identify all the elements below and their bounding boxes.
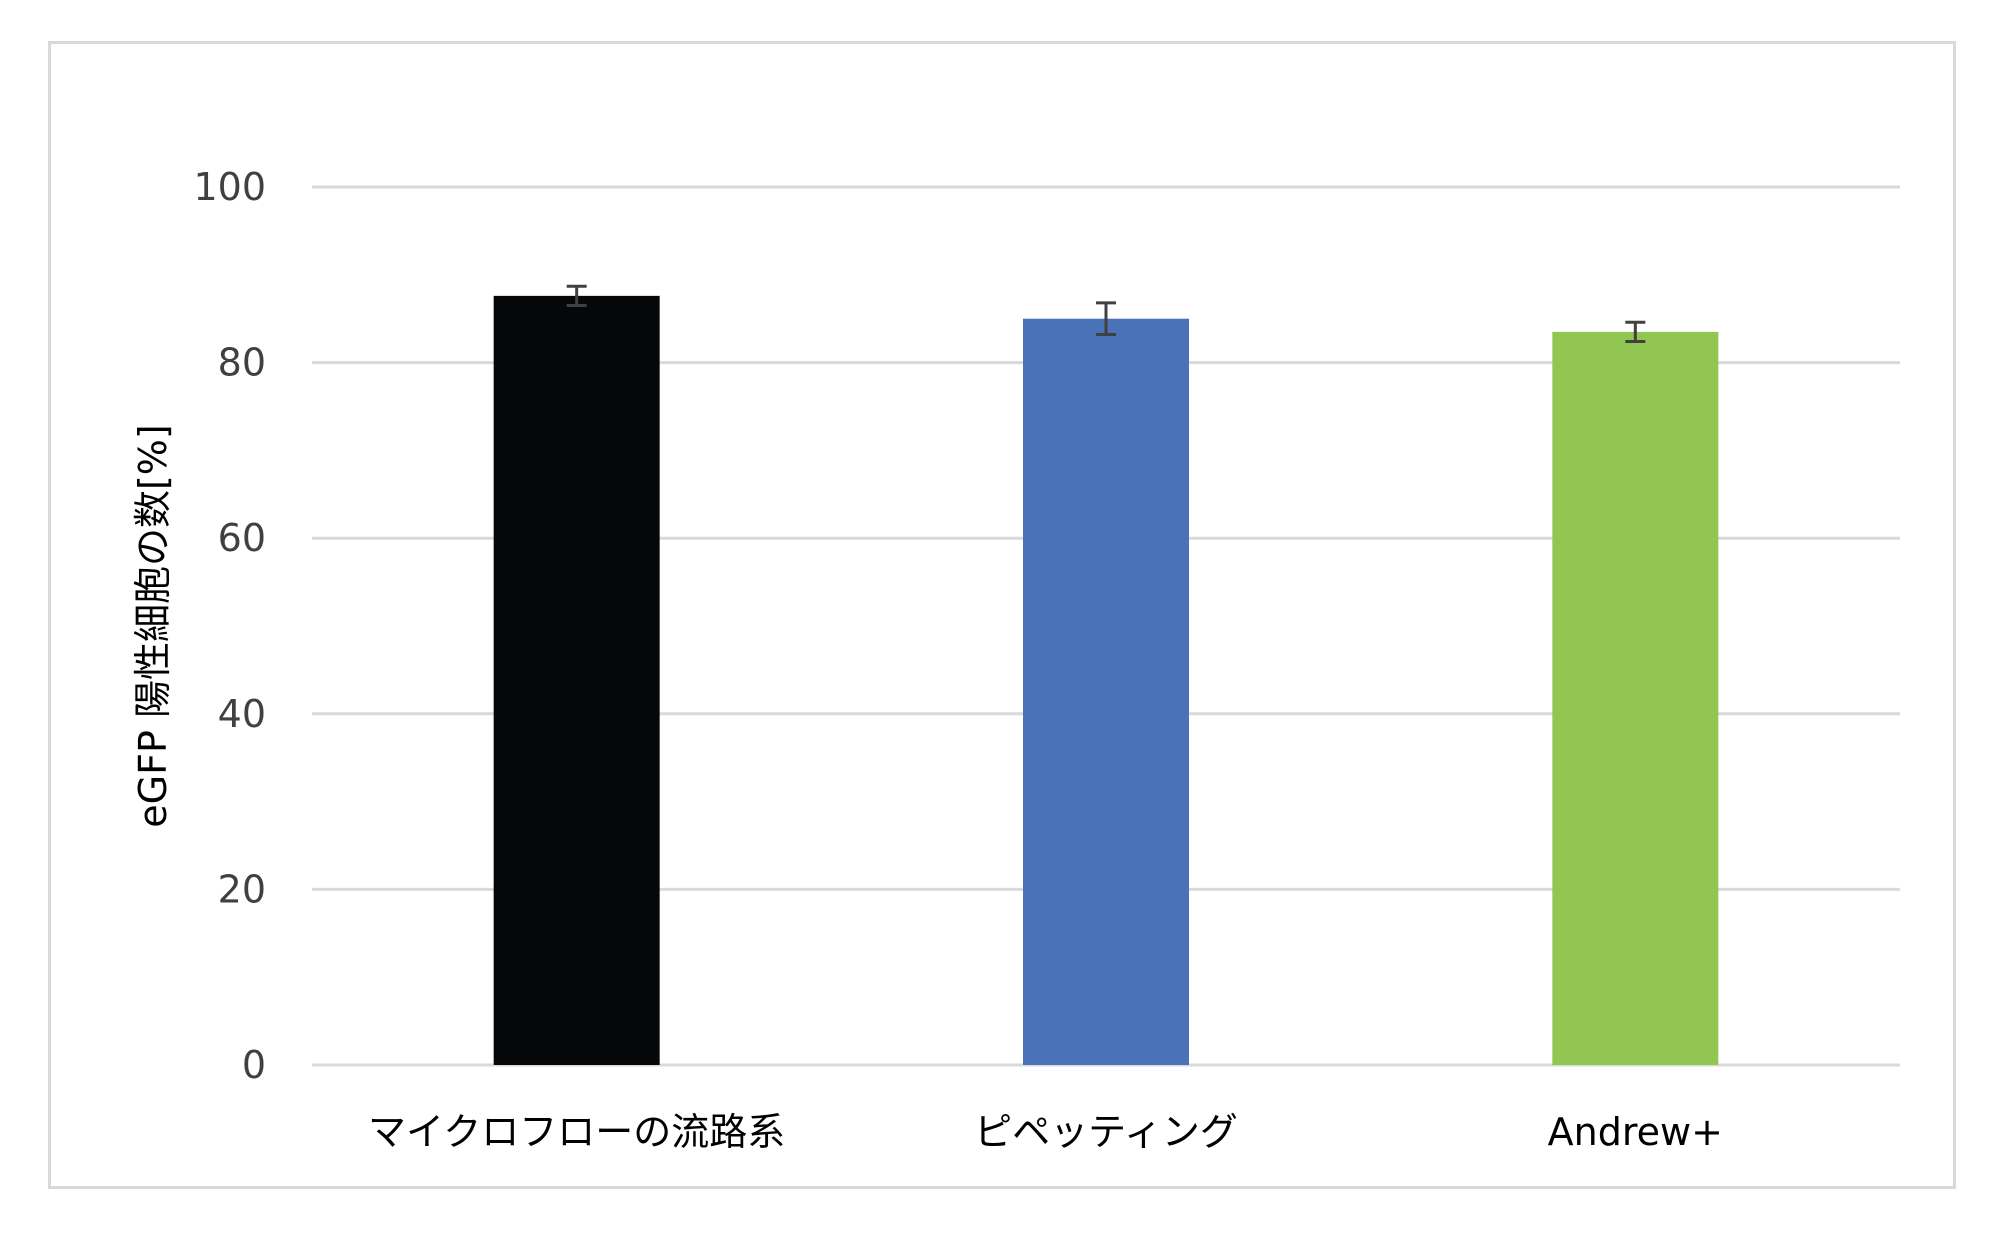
bar: [1552, 331, 1719, 1065]
y-tick-label: 20: [218, 867, 266, 911]
y-tick-label: 60: [218, 516, 266, 560]
y-tick-label: 0: [242, 1043, 266, 1087]
y-axis-title: eGFP 陽性細胞の数[%]: [131, 424, 175, 827]
bar: [493, 295, 660, 1065]
y-tick-label: 40: [218, 692, 266, 736]
y-tick-label: 80: [218, 341, 266, 385]
y-tick-label: 100: [193, 165, 266, 209]
bar: [1023, 318, 1189, 1065]
x-category-label: マイクロフローの流路系: [368, 1110, 785, 1154]
x-category-label: Andrew+: [1548, 1110, 1723, 1154]
x-category-label: ピペッティング: [974, 1110, 1238, 1154]
